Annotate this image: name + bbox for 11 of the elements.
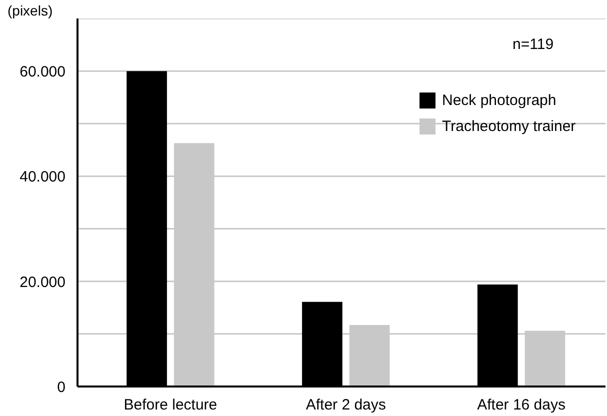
x-tick-label: Before lecture	[124, 396, 218, 414]
y-tick-label: 20.000	[20, 274, 66, 291]
legend-label: Neck photograph	[442, 92, 556, 108]
x-tick-label: After 2 days	[306, 396, 386, 414]
annotation: n=119	[512, 36, 554, 53]
y-axis-title: (pixels)	[8, 2, 53, 18]
y-tick-label: 60.000	[20, 64, 66, 81]
y-tick-label: 40.000	[20, 168, 66, 186]
x-tick-label: After 16 days	[477, 396, 566, 414]
legend-label: Tracheotomy trainer	[442, 118, 576, 134]
y-tick-label: 0	[57, 379, 66, 396]
